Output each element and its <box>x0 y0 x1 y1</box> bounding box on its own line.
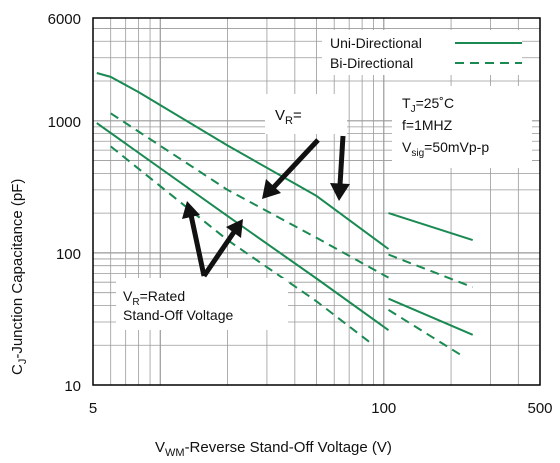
x-tick-label: 100 <box>371 400 396 417</box>
vr-rated-label-line2: Stand-Off Voltage <box>123 307 233 323</box>
legend-label-bi: Bi-Directional <box>330 55 413 71</box>
series-line-uni-directional <box>389 299 473 335</box>
series-line-bi-directional <box>389 310 461 355</box>
y-tick-label: 1000 <box>48 114 81 131</box>
arrowhead-vr-zero-vertical <box>330 183 350 201</box>
legend-label-uni: Uni-Directional <box>330 35 422 51</box>
y-tick-label: 100 <box>56 246 81 263</box>
y-axis-title: CJ-Junction Capacitance (pF) <box>9 179 29 375</box>
legend: Uni-Directional Bi-Directional <box>322 30 522 75</box>
x-tick-label: 5 <box>89 400 97 417</box>
arrow-vr-rated-right <box>204 232 234 276</box>
condition-frequency: f=1MHZ <box>402 117 453 133</box>
arrow-vr-zero-vertical <box>340 136 343 185</box>
conditions-annotation: TJ=25˚C f=1MHZ Vsig=50mVp-p <box>392 86 532 168</box>
x-axis-title: VWM-Reverse Stand-Off Voltage (V) <box>155 439 392 459</box>
series-line-uni-directional <box>389 213 473 240</box>
vr-rated-annotation: VR=Rated Stand-Off Voltage <box>116 278 288 330</box>
arrow-vr-zero-diagonal <box>273 140 318 188</box>
annotation-arrows <box>182 136 350 276</box>
y-tick-label: 10 <box>64 378 81 395</box>
x-tick-label: 500 <box>527 400 552 417</box>
y-tick-label: 6000 <box>48 11 81 28</box>
vr-zero-annotation: VR= <box>265 94 347 134</box>
arrow-vr-rated-left <box>191 215 204 276</box>
